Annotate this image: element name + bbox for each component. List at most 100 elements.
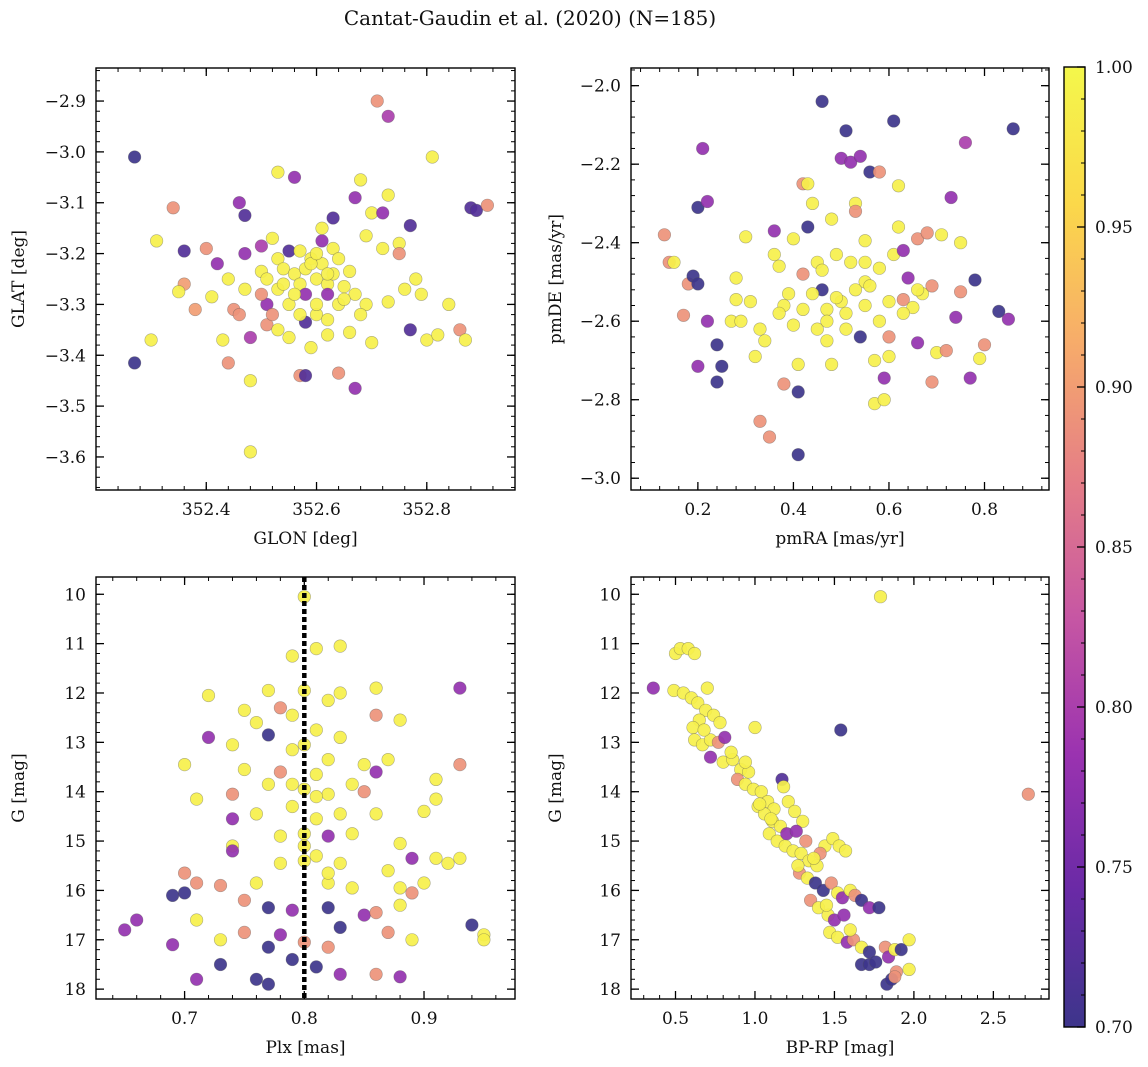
data-point <box>786 318 801 332</box>
data-point <box>867 353 882 368</box>
data-point <box>205 290 219 304</box>
data-point <box>781 287 796 301</box>
data-point <box>309 641 323 656</box>
data-point <box>807 851 821 865</box>
data-point <box>824 357 839 372</box>
data-point <box>753 322 767 336</box>
data-point <box>213 957 228 972</box>
data-point <box>810 322 824 336</box>
data-point <box>453 851 467 865</box>
data-point <box>190 876 204 890</box>
data-point <box>348 381 362 395</box>
data-point <box>282 297 296 312</box>
data-point <box>691 696 705 710</box>
data-point <box>225 844 240 858</box>
data-point <box>805 287 820 301</box>
x-tick-label: 1.5 <box>821 1009 848 1029</box>
x-tick-label: 0.8 <box>291 1009 318 1029</box>
data-point <box>321 829 335 843</box>
data-point <box>321 693 335 708</box>
data-point <box>150 234 164 248</box>
data-point <box>431 328 445 342</box>
y-tick-label: −2.4 <box>580 234 621 254</box>
data-point <box>309 297 324 312</box>
data-point <box>441 856 455 870</box>
data-point <box>691 277 705 291</box>
data-point <box>381 188 395 202</box>
data-point <box>425 150 439 164</box>
data-point <box>710 375 724 389</box>
data-point <box>273 765 288 779</box>
data-point <box>130 913 144 927</box>
data-point <box>260 297 274 312</box>
data-point <box>753 797 767 811</box>
x-tick-label: 0.9 <box>410 1009 437 1029</box>
data-point <box>819 898 834 912</box>
data-point <box>271 165 285 179</box>
data-point <box>803 893 818 907</box>
data-point <box>321 313 335 327</box>
y-tick-label: 13 <box>599 733 621 753</box>
panel-bprp-g: 0.5 1.0 1.5 2.0 2.5 10 11 12 13 14 15 16 17 18 BP-RP [… <box>546 576 1050 1058</box>
data-point <box>791 357 805 372</box>
data-point <box>417 804 431 819</box>
data-point <box>273 856 288 870</box>
y-tick-label: −3.6 <box>45 448 86 468</box>
colorbar-tick-label: 0.95 <box>1095 218 1133 238</box>
data-point <box>285 952 299 967</box>
data-point <box>1001 312 1016 326</box>
data-point <box>748 720 762 735</box>
data-point <box>261 940 276 954</box>
data-point <box>762 827 776 841</box>
data-point <box>190 972 204 986</box>
data-point <box>788 804 802 819</box>
data-point <box>891 220 906 234</box>
data-point <box>348 287 362 301</box>
data-point <box>201 730 216 745</box>
data-point <box>667 255 681 269</box>
data-point <box>243 374 257 388</box>
data-point <box>848 204 863 218</box>
data-point <box>896 293 910 307</box>
data-point <box>261 777 276 791</box>
data-point <box>882 330 896 344</box>
data-point <box>820 334 834 348</box>
data-point <box>293 308 307 322</box>
data-point <box>309 812 323 826</box>
data-point <box>243 330 257 345</box>
data-point <box>888 970 902 984</box>
data-point <box>261 977 276 991</box>
y-tick-label: −2.9 <box>45 92 86 112</box>
y-tick-label: −3.5 <box>45 397 86 417</box>
data-point <box>309 247 324 261</box>
data-point <box>285 903 299 917</box>
data-point <box>237 925 251 940</box>
data-point <box>199 241 213 256</box>
data-point <box>333 920 347 935</box>
data-point <box>835 891 850 905</box>
data-point <box>249 715 263 730</box>
data-point <box>309 723 323 737</box>
panel-pmra-pmde: 0.2 0.4 0.6 0.8 −3.0 −2.8 −2.6 −2.4 −2.2 −2.0 pmRA… <box>546 67 1050 549</box>
data-point <box>786 232 801 246</box>
x-tick-label: 1.0 <box>741 1009 768 1029</box>
data-point <box>405 933 419 947</box>
data-point <box>326 211 340 225</box>
data-point <box>369 708 383 722</box>
data-point <box>824 876 838 890</box>
data-point <box>858 234 872 248</box>
data-point <box>315 221 329 235</box>
colorbar: 0.70 0.75 0.80 0.85 0.90 0.95 1.00 <box>1063 58 1133 1038</box>
x-tick-label: 352.8 <box>402 500 451 520</box>
data-point <box>304 257 318 271</box>
data-point <box>891 179 906 193</box>
data-point <box>370 94 384 108</box>
data-point <box>453 323 467 337</box>
data-point <box>829 247 844 262</box>
data-point <box>839 124 853 138</box>
data-point <box>285 799 299 814</box>
data-point <box>315 234 329 248</box>
data-point <box>369 765 383 779</box>
data-point <box>337 280 351 294</box>
data-point <box>403 323 417 337</box>
